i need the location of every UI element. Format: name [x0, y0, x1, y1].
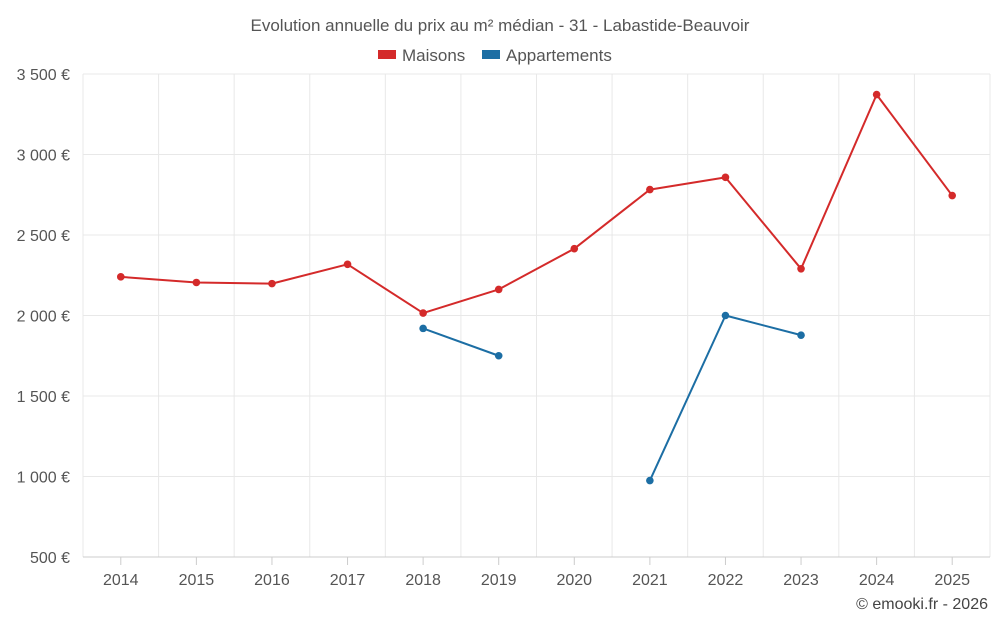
- series-maisons: [116, 90, 957, 317]
- data-point-maisons-2017[interactable]: [343, 260, 352, 269]
- legend-item-maisons[interactable]: Maisons: [378, 46, 465, 65]
- data-point-appartements-2018[interactable]: [419, 324, 427, 333]
- x-tick-label: 2017: [330, 572, 366, 589]
- y-tick-label: 3 500 €: [17, 67, 70, 84]
- data-point-maisons-2015[interactable]: [192, 278, 201, 287]
- legend-item-appartements[interactable]: Appartements: [482, 46, 612, 65]
- data-point-appartements-2023[interactable]: [797, 331, 805, 339]
- data-point-maisons-2022[interactable]: [721, 173, 730, 182]
- y-tick-label: 2 000 €: [17, 309, 70, 326]
- x-tick-label: 2021: [632, 572, 668, 589]
- x-tick-label: 2020: [556, 572, 592, 589]
- data-point-maisons-2021[interactable]: [646, 185, 654, 194]
- data-point-maisons-2023[interactable]: [797, 265, 805, 273]
- data-point-maisons-2014[interactable]: [116, 273, 125, 281]
- legend-swatch-appartements: [482, 50, 500, 59]
- data-point-appartements-2021[interactable]: [646, 476, 654, 485]
- data-point-appartements-2022[interactable]: [721, 311, 730, 320]
- y-tick-label: 2 500 €: [17, 228, 70, 245]
- x-tick-label: 2024: [859, 572, 895, 589]
- x-axis: 2014 2015 2016 2017 2018 2019 2020 2021 2022 2023…: [83, 556, 990, 589]
- data-point-maisons-2024[interactable]: [872, 90, 881, 99]
- series-line-maisons-0: [120, 93, 954, 315]
- data-point-maisons-2018[interactable]: [419, 309, 427, 317]
- data-point-maisons-2020[interactable]: [570, 244, 579, 253]
- chart-title: Evolution annuelle du prix au m² médian …: [251, 16, 750, 35]
- series-appartements: [419, 311, 805, 485]
- x-tick-label: 2018: [405, 572, 441, 589]
- x-tick-label: 2019: [481, 572, 517, 589]
- y-axis: 500 € 1 000 € 1 500 € 2 000 € 2 500 € 3 000 €…: [17, 67, 70, 567]
- data-point-maisons-2016[interactable]: [268, 279, 276, 288]
- legend-swatch-maisons: [378, 50, 396, 59]
- series: [116, 90, 957, 485]
- legend-label-maisons: Maisons: [402, 46, 465, 65]
- series-line-appartements-0: [422, 327, 500, 357]
- legend: Maisons Appartements: [378, 46, 612, 65]
- y-tick-label: 1 000 €: [17, 470, 70, 487]
- data-point-maisons-2025[interactable]: [948, 191, 957, 200]
- credit-text: © emooki.fr - 2026: [856, 596, 988, 613]
- x-tick-label: 2016: [254, 572, 290, 589]
- x-tick-label: 2014: [103, 572, 139, 589]
- x-tick-label: 2025: [934, 572, 970, 589]
- series-line-appartements-1: [648, 314, 802, 481]
- y-tick-label: 3 000 €: [17, 148, 70, 165]
- data-point-maisons-2019[interactable]: [494, 285, 503, 294]
- y-tick-label: 500 €: [30, 550, 70, 567]
- x-tick-label: 2022: [708, 572, 744, 589]
- x-tick-label: 2023: [783, 572, 819, 589]
- legend-label-appartements: Appartements: [506, 46, 612, 65]
- data-point-appartements-2019[interactable]: [494, 351, 503, 360]
- y-tick-label: 1 500 €: [17, 389, 70, 406]
- x-tick-label: 2015: [179, 572, 215, 589]
- grid: [82, 73, 991, 558]
